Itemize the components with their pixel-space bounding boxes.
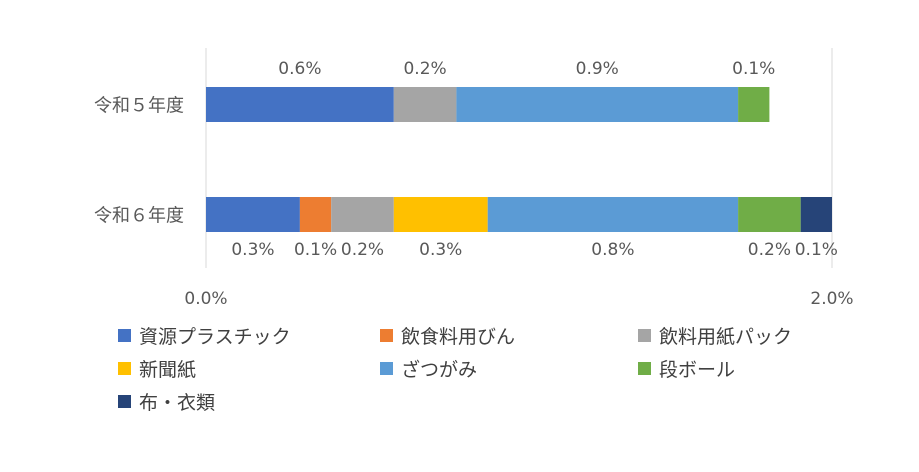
legend-label: 飲料用紙パック bbox=[659, 326, 793, 348]
legend-item: 資源プラスチック bbox=[118, 322, 291, 349]
legend-label: 飲食料用びん bbox=[401, 326, 516, 348]
bar-segment bbox=[800, 197, 832, 232]
data-label: 0.1% bbox=[732, 59, 775, 79]
category-label: 令和５年度 bbox=[94, 96, 184, 117]
bar-segment bbox=[206, 197, 300, 232]
legend-item: 段ボール bbox=[638, 355, 735, 382]
legend-swatch bbox=[638, 362, 651, 375]
data-label: 0.2% bbox=[403, 59, 446, 79]
x-tick-label: 0.0% bbox=[184, 289, 227, 309]
bar-segment bbox=[206, 87, 394, 122]
data-label: 0.2% bbox=[341, 240, 384, 260]
bar-segment bbox=[456, 87, 739, 122]
legend-item: 新聞紙 bbox=[118, 355, 196, 382]
legend-item: ざつがみ bbox=[380, 355, 477, 382]
legend-swatch bbox=[118, 395, 131, 408]
legend-item: 布・衣類 bbox=[118, 388, 215, 415]
bar-segment bbox=[738, 197, 801, 232]
data-label: 0.6% bbox=[278, 59, 321, 79]
legend-label: 布・衣類 bbox=[139, 392, 216, 414]
data-label: 0.1% bbox=[795, 240, 838, 260]
legend-swatch bbox=[380, 329, 393, 342]
data-label: 0.2% bbox=[748, 240, 791, 260]
bar-segment bbox=[393, 197, 488, 232]
x-tick-label: 2.0% bbox=[810, 289, 853, 309]
legend-swatch bbox=[118, 329, 131, 342]
legend-swatch bbox=[380, 362, 393, 375]
bar-segment bbox=[487, 197, 739, 232]
bar-segment bbox=[738, 87, 770, 122]
data-label: 0.3% bbox=[231, 240, 274, 260]
bar-segment bbox=[299, 197, 332, 232]
legend-label: 新聞紙 bbox=[139, 359, 197, 381]
legend-label: 段ボール bbox=[659, 359, 736, 381]
data-label: 0.9% bbox=[576, 59, 619, 79]
bar-segment bbox=[331, 197, 394, 232]
legend-swatch bbox=[118, 362, 131, 375]
data-label: 0.1% bbox=[294, 240, 337, 260]
legend-label: ざつがみ bbox=[401, 359, 478, 381]
legend-label: 資源プラスチック bbox=[139, 326, 291, 348]
legend-item: 飲食料用びん bbox=[380, 322, 515, 349]
legend-item: 飲料用紙パック bbox=[638, 322, 792, 349]
data-label: 0.8% bbox=[591, 240, 634, 260]
legend-swatch bbox=[638, 329, 651, 342]
data-label: 0.3% bbox=[419, 240, 462, 260]
category-label: 令和６年度 bbox=[94, 206, 184, 227]
bar-segment bbox=[393, 87, 457, 122]
